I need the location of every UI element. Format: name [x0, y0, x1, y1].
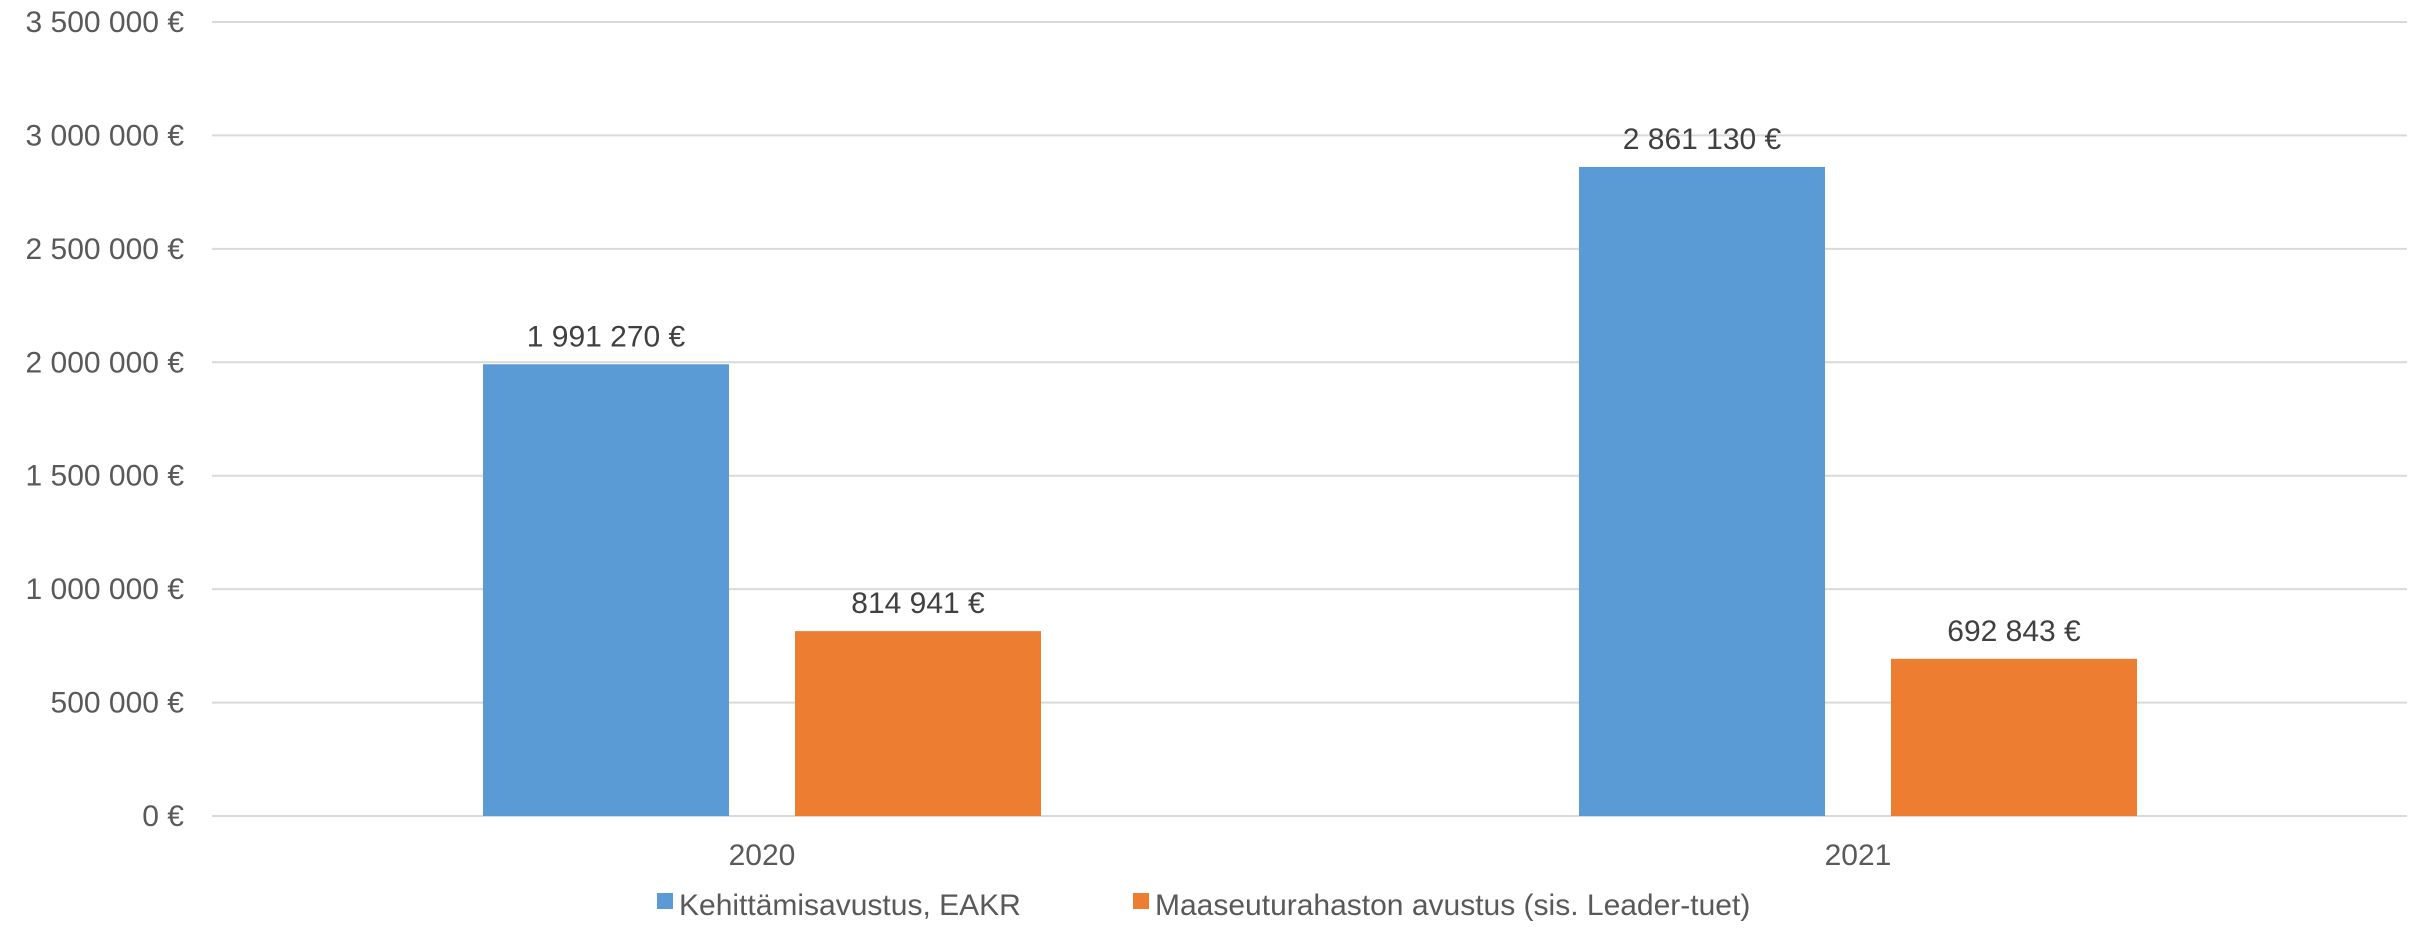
x-axis-tick-labels: 2020 2021	[729, 839, 1892, 872]
y-axis-tick-labels: 0 € 500 000 € 1 000 000 € 1 500 000 € 2 000 …	[26, 6, 185, 833]
y-tick-label: 3 000 000 €	[26, 119, 185, 152]
bar	[1891, 658, 2137, 816]
y-tick-label: 500 000 €	[51, 687, 185, 720]
legend: Kehittämisavustus, EAKR Maaseuturahaston …	[657, 889, 1750, 922]
data-label: 2 861 130 €	[1623, 123, 1782, 156]
y-tick-label: 3 500 000 €	[26, 6, 185, 39]
data-label: 1 991 270 €	[527, 320, 686, 353]
bars	[483, 166, 2137, 816]
bar	[483, 364, 729, 816]
y-tick-label: 2 000 000 €	[26, 346, 185, 379]
legend-swatch	[1133, 893, 1149, 909]
y-tick-label: 2 500 000 €	[26, 233, 185, 266]
legend-label: Maaseuturahaston avustus (sis. Leader-tu…	[1155, 889, 1750, 922]
x-tick-label: 2021	[1825, 839, 1892, 872]
bar	[795, 631, 1041, 816]
x-tick-label: 2020	[729, 839, 796, 872]
bar	[1579, 166, 1825, 816]
legend-swatch	[657, 893, 673, 909]
y-tick-label: 0 €	[142, 800, 184, 833]
data-label: 814 941 €	[851, 587, 985, 620]
y-tick-label: 1 500 000 €	[26, 460, 185, 493]
y-tick-label: 1 000 000 €	[26, 573, 185, 606]
data-label: 692 843 €	[1947, 615, 2081, 648]
data-labels: 1 991 270 € 2 861 130 € 814 941 € 692 843 €	[527, 123, 2081, 648]
legend-label: Kehittämisavustus, EAKR	[679, 889, 1021, 922]
